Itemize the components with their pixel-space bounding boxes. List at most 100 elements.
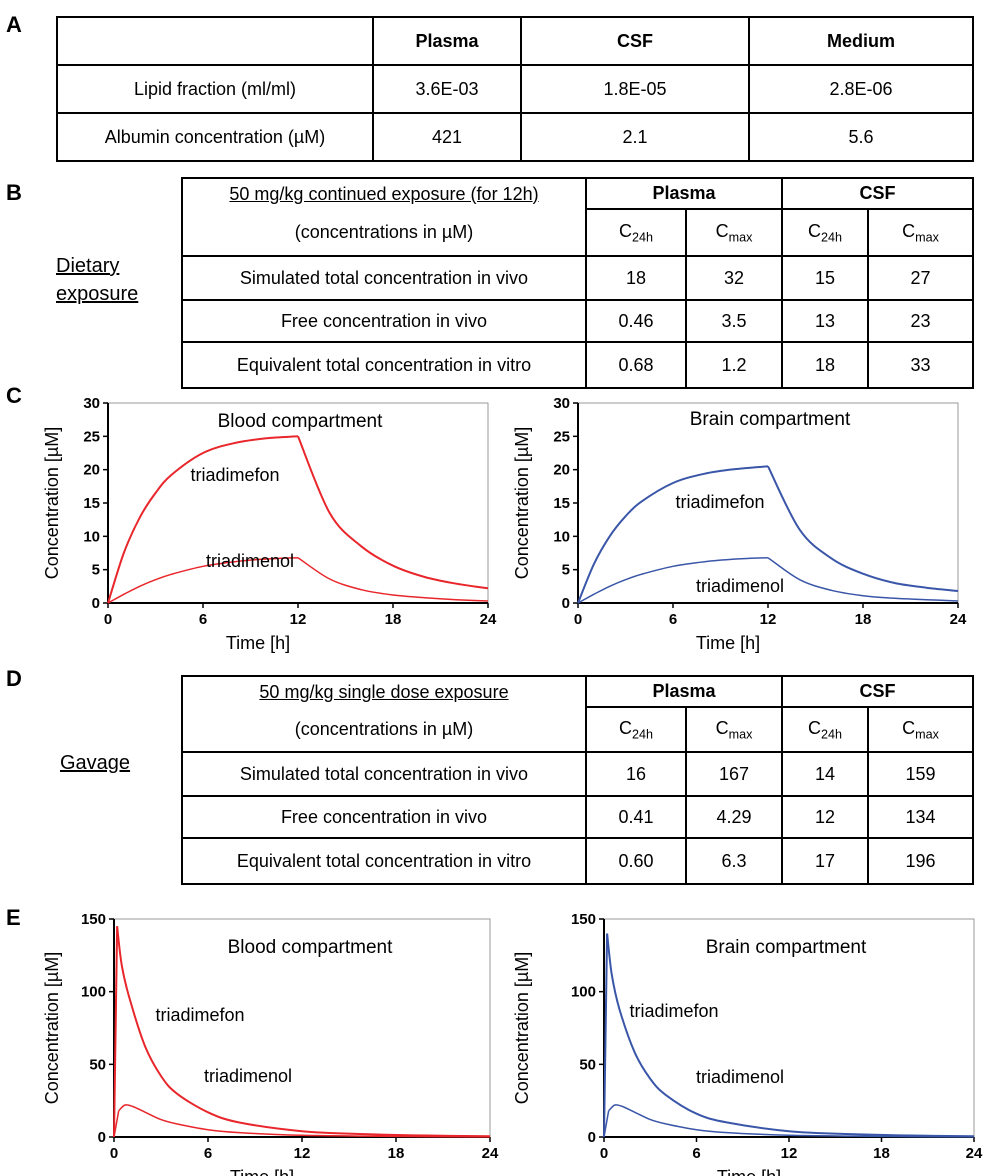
- table-b-cell: 0.68: [585, 341, 687, 389]
- panel-label-b: B: [6, 180, 22, 205]
- series-label-triadimefon: triadimefon: [629, 1001, 718, 1021]
- table-b-title: 50 mg/kg continued exposure (for 12h): [229, 183, 539, 204]
- table-b-col-c24h-plasma: C24h: [585, 208, 687, 257]
- y-tick-label: 20: [83, 462, 100, 479]
- table-a-cell: Lipid fraction (ml/ml): [56, 64, 374, 114]
- table-d-cell: 4.29: [685, 795, 783, 839]
- x-tick-label: 0: [110, 1145, 118, 1162]
- x-tick-label: 18: [388, 1145, 405, 1162]
- table-b-group-csf: CSF: [781, 177, 974, 210]
- table-d-col-cmax-plasma: Cmax: [685, 706, 783, 753]
- series-label-triadimenol: triadimenol: [696, 576, 784, 596]
- table-row: Free concentration in vivo 0.41 4.29 12 …: [181, 795, 974, 839]
- chart-c-blood: 0 5 10 15 20 25 30 0 6 12 18 24 Time [h] Concentratio…: [42, 395, 497, 653]
- table-d-group-csf: CSF: [781, 675, 974, 708]
- table-row: Simulated total concentration in vivo 18…: [181, 255, 974, 301]
- table-b-cell: 27: [867, 255, 974, 301]
- table-d-cell: 16: [585, 751, 687, 797]
- series-line-triadimefon: [603, 933, 609, 1138]
- cmax-subscript: max: [915, 727, 939, 742]
- chart-title: Blood compartment: [218, 411, 383, 432]
- table-a-header-plasma: Plasma: [372, 16, 522, 66]
- series-label-triadimenol: triadimenol: [204, 1066, 292, 1086]
- x-tick-label: 24: [482, 1145, 499, 1162]
- c24h-subscript: 24h: [631, 727, 653, 742]
- series-line-triadimenol: [297, 557, 489, 602]
- table-d-cell: 6.3: [685, 837, 783, 885]
- table-d-cell: 12: [781, 795, 869, 839]
- table-d-title: 50 mg/kg single dose exposure: [259, 681, 509, 702]
- y-axis-label: Concentration [µM]: [42, 427, 62, 579]
- series-line-triadimefon: [107, 435, 299, 604]
- table-b-title-cell: 50 mg/kg continued exposure (for 12h): [181, 177, 587, 209]
- y-tick-label: 15: [83, 495, 100, 512]
- series-label-triadimefon: triadimefon: [155, 1005, 244, 1025]
- table-row: Albumin concentration (µM) 421 2.1 5.6: [56, 112, 974, 162]
- y-tick-label: 30: [83, 395, 100, 412]
- series-label-triadimenol: triadimenol: [206, 551, 294, 571]
- series-line-triadimenol: [767, 557, 959, 602]
- y-tick-label: 10: [553, 528, 570, 545]
- x-tick-label: 0: [574, 611, 582, 628]
- c-symbol: C: [902, 220, 916, 241]
- series-line-triadimenol: [107, 556, 299, 604]
- x-tick-label: 24: [966, 1145, 983, 1162]
- y-axis-label: Concentration [µM]: [512, 427, 532, 579]
- table-d-cell: 196: [867, 837, 974, 885]
- panel-label-a: A: [6, 12, 22, 37]
- series-line-triadimefon: [297, 435, 489, 590]
- gavage-label: Gavage: [60, 752, 131, 774]
- table-d-cell: 134: [867, 795, 974, 839]
- series-line-triadimefon: [577, 465, 769, 604]
- table-a-cell: 1.8E-05: [520, 64, 750, 114]
- table-d-col-c24h-csf: C24h: [781, 706, 869, 753]
- series-line-triadimefon: [767, 465, 959, 592]
- chart-e-blood: 0 50 100 150 0 6 12 18 24 Time [h] Concentration […: [42, 911, 499, 1176]
- plot-area: [577, 402, 959, 604]
- table-d-cell: Free concentration in vivo: [181, 795, 587, 839]
- x-tick-label: 18: [855, 611, 872, 628]
- table-d-cell: 0.60: [585, 837, 687, 885]
- table-b-cell: 13: [781, 299, 869, 343]
- cmax-subscript: max: [915, 230, 939, 245]
- x-axis-label: Time [h]: [696, 633, 760, 653]
- table-b-cell: 1.2: [685, 341, 783, 389]
- table-b-cell: 3.5: [685, 299, 783, 343]
- series-line-triadimenol: [113, 1110, 120, 1138]
- table-d-cell: 17: [781, 837, 869, 885]
- cmax-subscript: max: [728, 230, 753, 245]
- table-b-subtitle: (concentrations in µM): [181, 209, 587, 257]
- y-tick-label: 100: [571, 984, 596, 1001]
- plot-area: [107, 402, 489, 604]
- table-d-subtitle: (concentrations in µM): [181, 707, 587, 753]
- panel-label-c: C: [6, 383, 22, 408]
- y-tick-label: 0: [92, 595, 100, 612]
- x-axis-label: Time [h]: [230, 1167, 294, 1176]
- y-tick-label: 20: [553, 462, 570, 479]
- dietary-exposure-label: Dietary exposure: [56, 252, 138, 308]
- y-tick-label: 0: [588, 1129, 596, 1146]
- table-a-header-empty: [56, 16, 374, 66]
- series-label-triadimefon: triadimefon: [675, 492, 764, 512]
- c24h-subscript: 24h: [820, 727, 842, 742]
- y-tick-label: 50: [579, 1056, 596, 1073]
- table-row: Free concentration in vivo 0.46 3.5 13 2…: [181, 299, 974, 343]
- table-b-col-cmax-csf: Cmax: [867, 208, 974, 257]
- table-a-cell: 2.8E-06: [748, 64, 974, 114]
- chart-c-brain: 0 5 10 15 20 25 30 0 6 12 18 24 Time [h] Concentratio…: [512, 395, 967, 653]
- series-label-triadimenol: triadimenol: [696, 1067, 784, 1087]
- table-row: Equivalent total concentration in vitro …: [181, 341, 974, 389]
- chart-title: Brain compartment: [690, 409, 851, 430]
- y-tick-label: 25: [83, 428, 100, 445]
- y-tick-label: 150: [81, 911, 106, 928]
- y-tick-label: 5: [92, 562, 100, 579]
- y-tick-label: 5: [562, 562, 570, 579]
- table-row: Lipid fraction (ml/ml) 3.6E-03 1.8E-05 2…: [56, 64, 974, 114]
- table-b-cell: Free concentration in vivo: [181, 299, 587, 343]
- x-axis-label: Time [h]: [717, 1167, 781, 1176]
- x-tick-label: 18: [873, 1145, 890, 1162]
- c-symbol: C: [807, 717, 821, 738]
- table-b: 50 mg/kg continued exposure (for 12h) Pl…: [181, 177, 974, 389]
- chart-title: Brain compartment: [706, 937, 867, 958]
- c-symbol: C: [715, 220, 729, 241]
